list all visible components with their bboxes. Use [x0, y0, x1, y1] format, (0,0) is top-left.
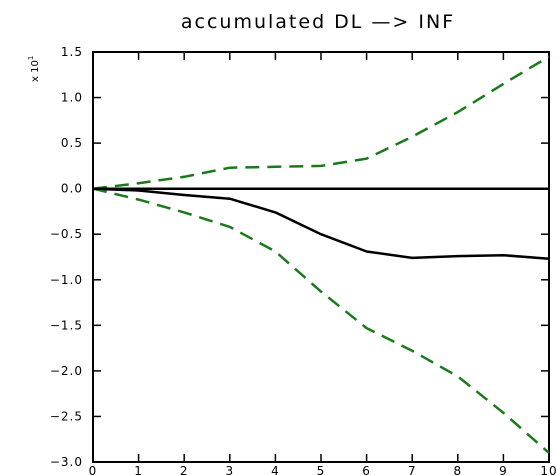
series-line-0 — [92, 187, 550, 261]
plot-area: 1.5 1.0 0.5 0.0 −0.5 −1.0 −1.5 −2.0 −2.5 −3.0 0 1 2 3… — [50, 45, 557, 475]
y-tick-label: −2.5 — [50, 409, 83, 423]
x-tick-label: 4 — [271, 464, 280, 475]
x-tick-label: 10 — [540, 464, 557, 475]
y-tick-label: 0.0 — [61, 182, 83, 196]
x-tick-label: 6 — [362, 464, 371, 475]
y-tick-label: 1.5 — [61, 45, 83, 59]
svg-text:x 101: x 101 — [27, 56, 41, 82]
y-multiplier-base: x 10 — [30, 60, 41, 82]
y-tick-label: 0.5 — [61, 136, 83, 150]
y-multiplier-exponent: 1 — [27, 56, 35, 60]
x-tick-label: 5 — [317, 464, 326, 475]
x-tick-label: 0 — [89, 464, 98, 475]
x-tick-label: 2 — [180, 464, 189, 475]
chart-title: accumulated DL —> INF — [181, 11, 455, 33]
plot-frame — [92, 51, 550, 463]
x-tick-label: 8 — [453, 464, 462, 475]
y-tick-label: −3.0 — [50, 455, 83, 469]
series-line-2 — [92, 187, 550, 454]
y-tick-label: −1.5 — [50, 318, 83, 332]
x-tick-label: 7 — [408, 464, 417, 475]
y-tick-label: −1.0 — [50, 273, 83, 287]
x-tick-label: 3 — [225, 464, 234, 475]
y-tick-label: −2.0 — [50, 364, 83, 378]
x-tick-label: 1 — [134, 464, 143, 475]
y-tick-label: 1.0 — [61, 91, 83, 105]
x-tick-label: 9 — [499, 464, 508, 475]
series-line-1 — [92, 55, 550, 190]
y-tick-label: −0.5 — [50, 227, 83, 241]
y-axis-multiplier: x 101 — [27, 56, 41, 82]
